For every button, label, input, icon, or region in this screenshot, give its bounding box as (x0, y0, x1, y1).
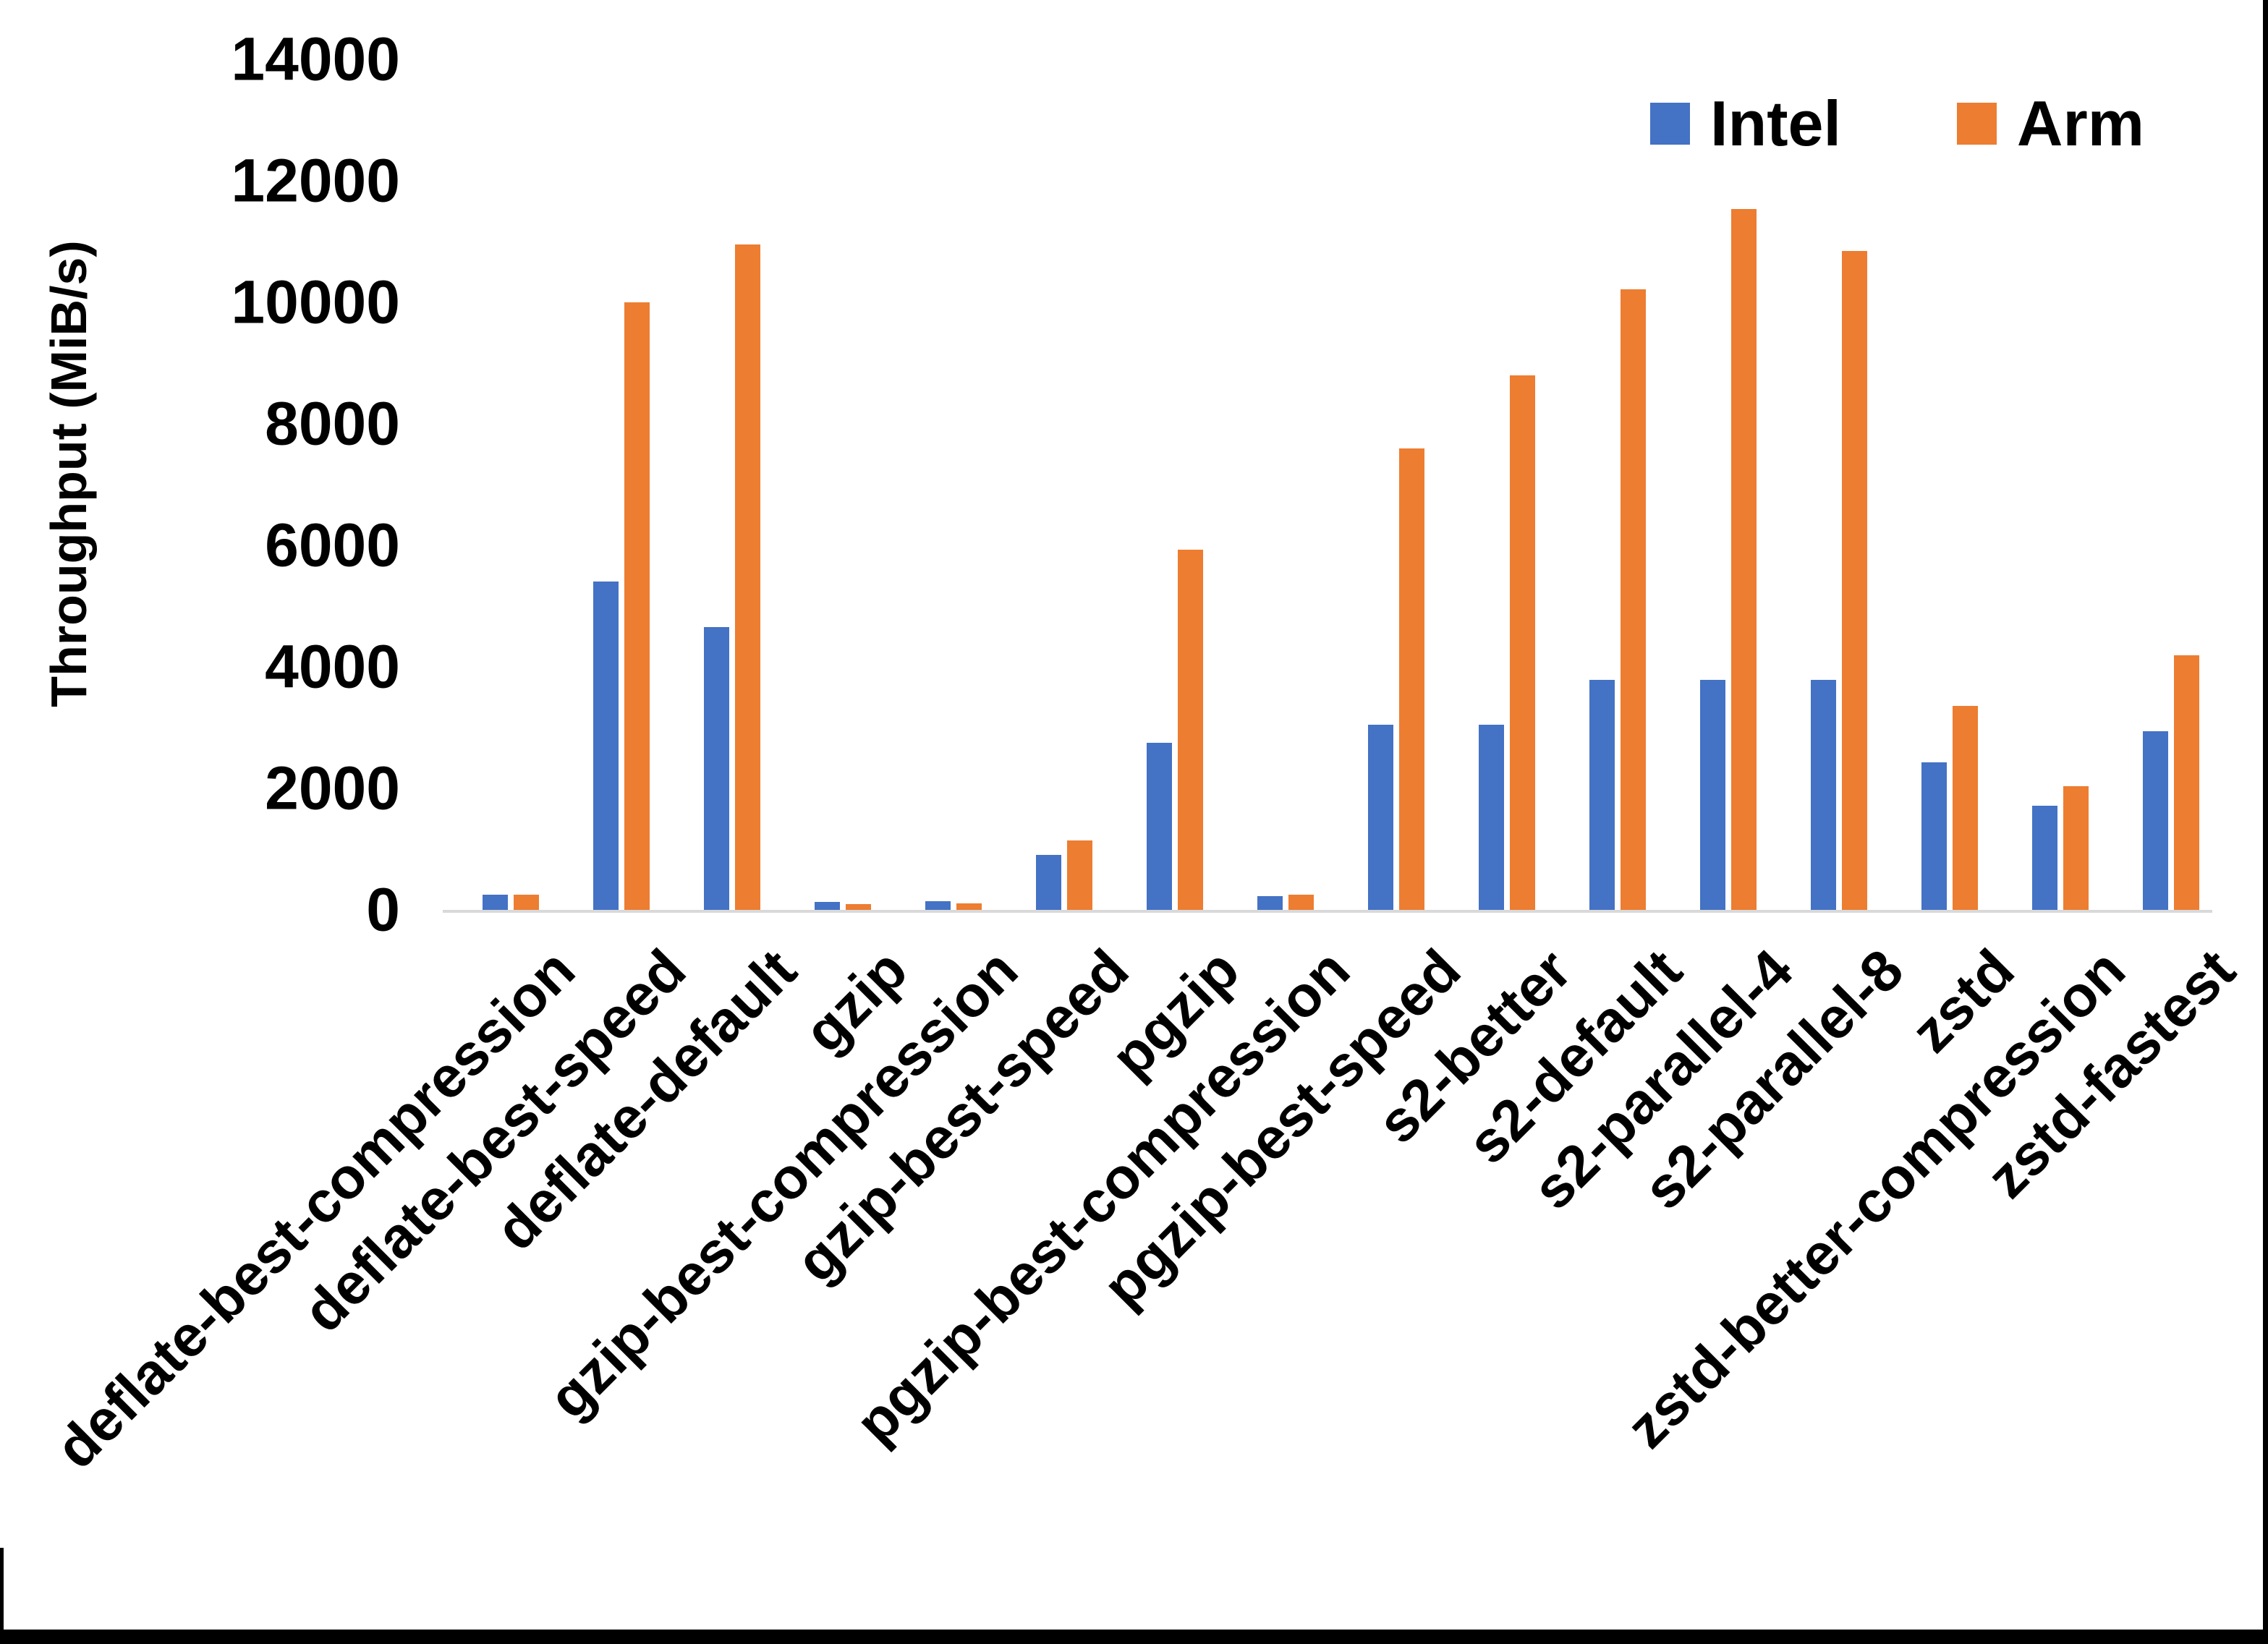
bar-group-pgzip-best-speed (1368, 448, 1424, 910)
bar-intel-deflate-best-speed (593, 582, 619, 910)
legend: Intel Arm (1650, 87, 2144, 161)
bar-group-gzip-best-speed (1036, 840, 1092, 910)
bar-intel-s2-default (1589, 680, 1615, 910)
bar-arm-gzip-best-speed (1067, 840, 1092, 910)
y-tick-label: 6000 (265, 511, 400, 579)
bar-group-s2-parallel-4 (1700, 209, 1757, 910)
frame-border-left (0, 1548, 4, 1644)
bar-group-s2-default (1589, 289, 1646, 910)
bar-intel-gzip-best-compression (925, 901, 951, 910)
bar-intel-s2-parallel-4 (1700, 680, 1725, 910)
legend-label: Arm (2016, 88, 2144, 159)
y-tick-label: 14000 (231, 25, 400, 93)
bar-arm-zstd-fastest (2174, 655, 2199, 910)
bar-arm-zstd (1953, 706, 1978, 910)
bar-arm-pgzip-best-compression (1288, 895, 1314, 910)
bar-arm-s2-parallel-8 (1842, 251, 1867, 910)
bar-intel-gzip (815, 902, 840, 910)
bar-arm-zstd-better-compression (2063, 786, 2089, 910)
bar-arm-s2-better (1510, 375, 1535, 910)
bar-intel-gzip-best-speed (1036, 855, 1061, 910)
bar-intel-pgzip-best-speed (1368, 725, 1393, 910)
y-tick-label: 12000 (231, 146, 400, 215)
bar-arm-s2-parallel-4 (1731, 209, 1757, 910)
bar-intel-zstd-better-compression (2032, 806, 2057, 910)
bar-arm-gzip-best-compression (956, 903, 982, 910)
x-axis-line (443, 910, 2212, 913)
bar-group-zstd-better-compression (2032, 786, 2089, 910)
bar-group-gzip-best-compression (925, 901, 982, 910)
bar-intel-zstd-fastest (2143, 731, 2168, 910)
y-tick-label: 8000 (265, 389, 400, 458)
bar-intel-s2-parallel-8 (1811, 680, 1836, 910)
bar-group-deflate-default (704, 244, 760, 910)
bar-arm-pgzip (1178, 550, 1203, 910)
bar-intel-s2-better (1479, 725, 1504, 910)
bar-group-s2-better (1479, 375, 1535, 910)
bar-group-deflate-best-speed (593, 302, 650, 910)
bar-intel-pgzip (1147, 743, 1172, 910)
y-tick-label: 2000 (265, 754, 400, 822)
legend-item-arm: Arm (1956, 87, 2144, 161)
legend-swatch-icon (1650, 103, 1690, 145)
legend-item-intel: Intel (1650, 87, 1841, 161)
bar-arm-deflate-best-compression (514, 895, 539, 910)
bar-group-deflate-best-compression (483, 895, 539, 910)
bar-group-zstd-fastest (2143, 655, 2199, 910)
bar-intel-zstd (1921, 762, 1947, 910)
bar-arm-deflate-default (735, 244, 760, 910)
frame-border-bottom (0, 1630, 2268, 1644)
bar-arm-s2-default (1621, 289, 1646, 910)
y-tick-label: 10000 (231, 268, 400, 336)
bar-intel-pgzip-best-compression (1257, 896, 1283, 910)
bar-arm-pgzip-best-speed (1399, 448, 1424, 910)
bar-group-s2-parallel-8 (1811, 251, 1867, 910)
bar-group-pgzip (1147, 550, 1203, 910)
bar-arm-gzip (846, 904, 871, 910)
bar-group-gzip (815, 902, 871, 910)
plot-area (483, 209, 2199, 910)
y-tick-label: 4000 (265, 632, 400, 701)
bar-intel-deflate-default (704, 627, 729, 910)
legend-label: Intel (1710, 88, 1841, 159)
bar-arm-deflate-best-speed (624, 302, 650, 910)
frame-border-right (2263, 0, 2268, 1644)
bar-group-pgzip-best-compression (1257, 895, 1314, 910)
y-tick-label: 0 (366, 875, 400, 944)
bar-intel-deflate-best-compression (483, 895, 508, 910)
bar-group-zstd (1921, 706, 1978, 910)
legend-swatch-icon (1956, 103, 1997, 145)
